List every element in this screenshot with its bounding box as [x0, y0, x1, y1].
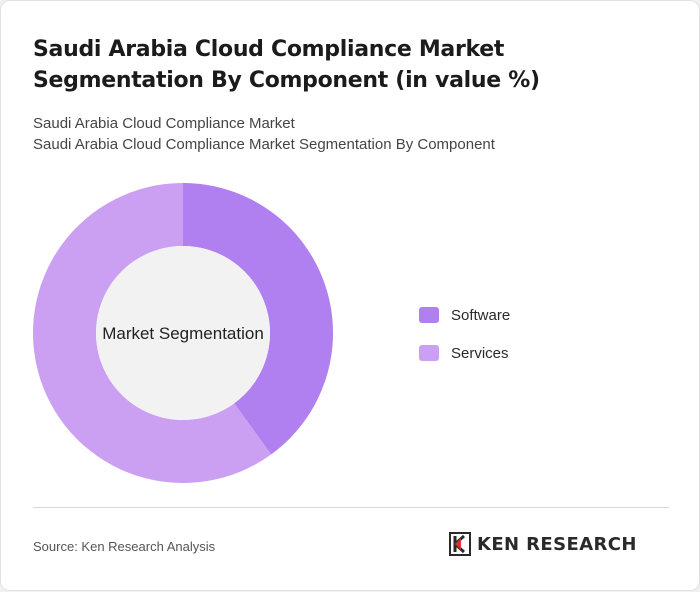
donut-slice-software[interactable] [183, 183, 333, 455]
chart-subtitle-market: Saudi Arabia Cloud Compliance Market [33, 115, 295, 132]
footer-divider [33, 507, 669, 508]
legend-item-services[interactable]: Services [419, 343, 510, 363]
legend-swatch-software [419, 307, 439, 323]
donut-center-label: Market Segmentation [102, 324, 264, 343]
source-note: Source: Ken Research Analysis [33, 539, 216, 554]
legend-swatch-services [419, 345, 439, 361]
ken-research-logo-text: KEN RESEARCH [477, 533, 637, 555]
legend-label-software: Software [451, 306, 511, 324]
donut-slice-services[interactable] [32, 183, 272, 484]
ken-research-logo-icon [449, 532, 471, 556]
donut-center [96, 246, 270, 420]
legend-item-software[interactable]: Software [419, 305, 510, 325]
chart-legend: Software Services [419, 305, 510, 381]
ken-research-logo: KEN RESEARCH [449, 532, 637, 556]
legend-label-services: Services [451, 344, 509, 362]
chart-title: Saudi Arabia Cloud Compliance Market Seg… [33, 37, 540, 93]
chart-subtitle-segmentation: Saudi Arabia Cloud Compliance Market Seg… [33, 136, 495, 153]
